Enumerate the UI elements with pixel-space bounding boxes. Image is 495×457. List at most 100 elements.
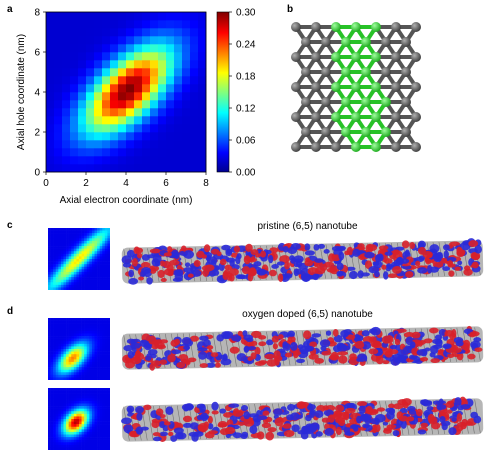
thumb-cell [73, 351, 77, 355]
heatmap-cell [46, 148, 55, 157]
thumb-cell [79, 333, 82, 337]
thumb-cell [86, 284, 90, 288]
thumb-cell [48, 416, 51, 420]
thumb-cell [55, 284, 59, 288]
thumb-cell [53, 439, 57, 443]
thumb-cell [76, 351, 80, 355]
carbon-atom [381, 37, 391, 47]
thumb-cell [53, 426, 57, 430]
orbital-lobe [127, 407, 133, 414]
thumb-cell [99, 233, 103, 237]
heatmap-cell [110, 60, 119, 69]
orbital-lobe [152, 436, 162, 442]
thumb-cell [99, 439, 103, 443]
orbital-lobe [434, 334, 443, 341]
thumb-cell [71, 256, 75, 260]
orbital-lobe [132, 258, 138, 267]
heatmap-cell [166, 92, 175, 101]
heatmap-cell [158, 100, 167, 109]
colorbar-tick-label: 0.06 [236, 136, 256, 147]
orbital-lobe [182, 359, 191, 364]
heatmap-cell [46, 84, 55, 93]
heatmap-cell [118, 140, 127, 149]
thumb-cell [86, 271, 90, 275]
orbital-lobe [254, 361, 266, 366]
thumb-cell [50, 323, 54, 327]
thumb-cell [91, 395, 95, 399]
thumb-cell [50, 328, 54, 332]
orbital-lobe [203, 421, 209, 428]
thumb-cell [104, 426, 108, 430]
thumb-cell [81, 356, 85, 360]
thumb-cell [76, 274, 80, 278]
orbital-lobe [290, 412, 300, 421]
thumb-cell [97, 419, 100, 422]
orbital-lobe [356, 357, 362, 362]
thumb-cell [53, 333, 57, 337]
thumb-cell [50, 413, 54, 417]
orbital-lobe [240, 405, 249, 412]
thumb-cell [63, 318, 67, 321]
thumb-cell [84, 336, 88, 339]
thumb-cell [81, 228, 85, 231]
thumb-cell [104, 393, 108, 397]
colorbar-tick-label: 0.24 [236, 40, 256, 51]
heatmap-cell [134, 156, 143, 165]
thumb-cell [86, 359, 90, 363]
thumb-cell [73, 259, 77, 262]
orbital-lobe [335, 404, 345, 413]
thumb-cell [55, 354, 59, 358]
orbital-lobe [193, 260, 201, 268]
orbital-lobe [228, 403, 240, 408]
thumb-cell [76, 444, 80, 448]
thumb-cell [104, 416, 108, 420]
orbital-lobe [268, 269, 277, 277]
thumb-cell [73, 354, 77, 358]
thumb-cell [71, 282, 75, 286]
heatmap-cell [46, 76, 55, 85]
carbon-atom [291, 82, 301, 92]
orbital-lobe [154, 260, 161, 267]
heatmap-cell [102, 164, 111, 173]
thumb-cell [73, 429, 77, 433]
thumb-cell [73, 400, 77, 404]
thumb-cell [104, 439, 108, 443]
heatmap-cell [174, 84, 183, 93]
thumb-cell [86, 361, 90, 365]
thumb-cell [79, 235, 82, 239]
thumb-cell [76, 333, 80, 337]
thumb-cell [71, 426, 75, 430]
thumb-cell [99, 325, 103, 329]
thumb-cell [102, 367, 106, 370]
orbital-lobe [312, 273, 320, 281]
thumb-cell [107, 369, 110, 373]
thumb-cell [50, 354, 54, 358]
orbital-lobe [336, 262, 344, 271]
heatmap-cell [86, 140, 95, 149]
thumb-cell [73, 251, 77, 255]
thumb-cell [94, 318, 98, 321]
thumb-cell [60, 271, 64, 275]
thumb-cell [81, 253, 85, 257]
thumb-cell [91, 406, 95, 409]
thumb-cell [107, 431, 110, 435]
orbital-lobe [199, 363, 209, 368]
heatmap-cell [198, 148, 207, 157]
thumb-cell [99, 235, 103, 239]
heatmap-cell [150, 148, 159, 157]
thumb-cell [60, 230, 64, 234]
heatmap-cell [150, 36, 159, 45]
thumb-cell [91, 416, 95, 420]
thumb-cell [89, 269, 93, 273]
heatmap-cell [158, 148, 167, 157]
thumb-cell [99, 228, 103, 231]
thumb-cell [81, 264, 85, 268]
heatmap-cell [110, 28, 119, 37]
thumb-cell [60, 338, 64, 342]
thumb-cell [104, 323, 108, 327]
thumb-cell [48, 240, 51, 244]
thumb-cell [63, 388, 67, 391]
thumb-cell [50, 228, 54, 231]
thumb-cell [102, 343, 106, 347]
